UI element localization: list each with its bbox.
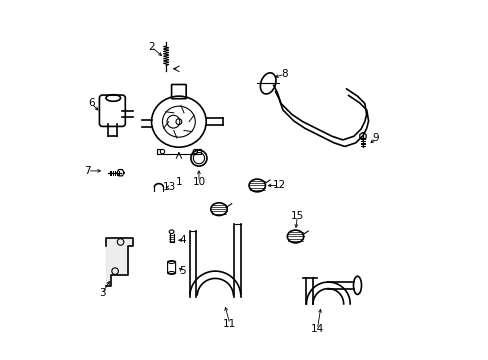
Text: 13: 13 <box>163 182 176 192</box>
Text: 15: 15 <box>290 211 304 221</box>
Text: 9: 9 <box>372 133 378 143</box>
Text: 10: 10 <box>192 177 205 187</box>
Text: 5: 5 <box>179 266 185 276</box>
Polygon shape <box>106 238 133 286</box>
Text: 6: 6 <box>88 98 95 108</box>
Text: 8: 8 <box>281 69 287 79</box>
Text: 11: 11 <box>223 319 236 329</box>
Text: 3: 3 <box>99 288 105 298</box>
Text: 7: 7 <box>84 166 91 176</box>
Text: 2: 2 <box>148 42 155 52</box>
Text: 4: 4 <box>179 235 185 245</box>
Text: 14: 14 <box>310 324 324 334</box>
Text: 12: 12 <box>272 180 285 190</box>
Text: 1: 1 <box>175 177 182 187</box>
